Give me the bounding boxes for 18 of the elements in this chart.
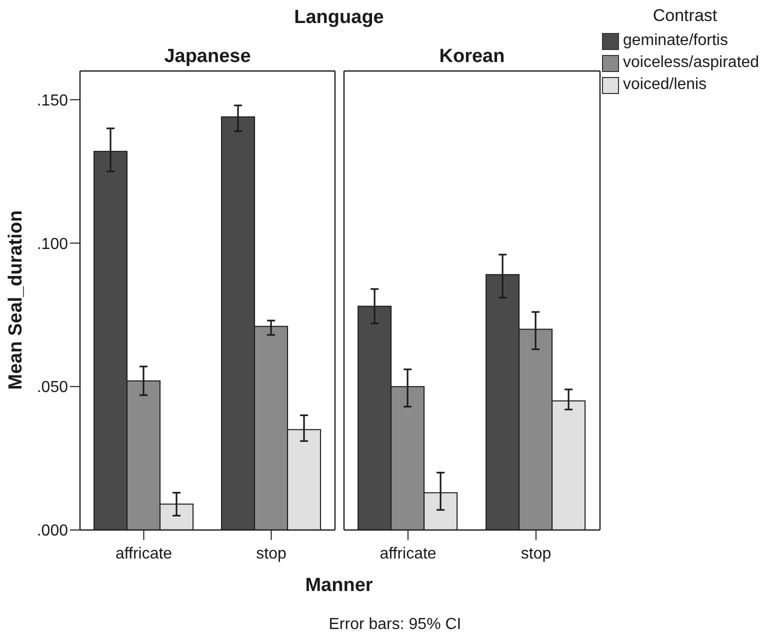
legend-label: geminate/fortis <box>623 32 728 50</box>
y-tick-label: .150 <box>36 92 68 110</box>
chart-title: Korean <box>439 46 505 67</box>
legend-title: Contrast <box>652 6 718 27</box>
x-tick-label: stop <box>520 545 552 562</box>
y-tick-label: .000 <box>36 522 68 540</box>
x-tick-label: affricate <box>380 545 436 562</box>
x-tick-label: stop <box>256 545 286 562</box>
x-axis-title: Manner <box>305 575 373 596</box>
text: Error bars: 95% CI <box>328 616 462 633</box>
text: Language <box>294 6 384 28</box>
legend-label: voiced/lenis <box>623 76 707 94</box>
legend-label: voiceless/aspirated <box>623 54 760 72</box>
y-axis-title: Mean Seal_duration <box>6 210 26 390</box>
y-tick-label: .050 <box>36 379 68 396</box>
x-tick-label: affricate <box>115 545 172 562</box>
chart-title: Japanese <box>164 46 251 67</box>
y-tick-label: .100 <box>36 236 68 253</box>
